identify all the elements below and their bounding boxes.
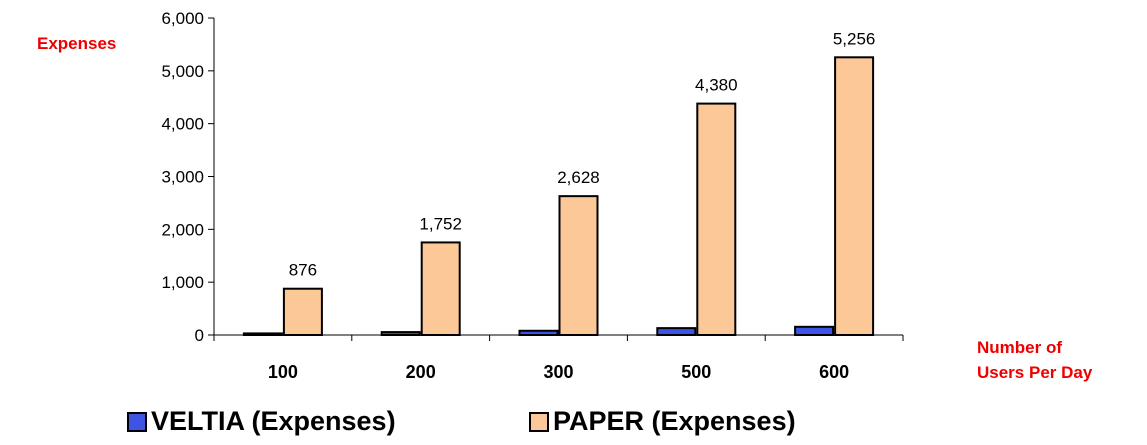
data-label: 5,256 bbox=[833, 29, 876, 48]
legend-item-veltia: VELTIA (Expenses) bbox=[127, 406, 396, 437]
x-tick-label: 500 bbox=[681, 362, 711, 382]
legend-label-veltia: VELTIA (Expenses) bbox=[151, 406, 396, 436]
bar-paper bbox=[558, 195, 599, 336]
legend-swatch-veltia bbox=[127, 411, 147, 432]
bar-paper bbox=[834, 56, 875, 336]
legend-swatch-paper bbox=[529, 411, 549, 432]
data-label: 876 bbox=[289, 261, 317, 280]
x-tick-label: 300 bbox=[543, 362, 573, 382]
bar-veltia bbox=[518, 329, 559, 337]
x-tick-label: 600 bbox=[819, 362, 849, 382]
x-axis-label: Number of Users Per Day bbox=[977, 335, 1147, 385]
y-tick-label: 5,000 bbox=[161, 62, 204, 81]
y-tick-label: 1,000 bbox=[161, 273, 204, 292]
x-tick-label: 200 bbox=[406, 362, 436, 382]
legend-label-paper: PAPER (Expenses) bbox=[553, 406, 796, 436]
legend: VELTIA (Expenses) PAPER (Expenses) bbox=[0, 406, 1147, 442]
bar-veltia bbox=[656, 327, 697, 336]
y-tick-label: 0 bbox=[195, 326, 204, 345]
x-axis-label-line2: Users Per Day bbox=[977, 363, 1093, 382]
bar-chart: 0 1,000 2,000 3,000 4,000 5,000 6,000 100 876 200… bbox=[161, 9, 904, 382]
data-label: 4,380 bbox=[695, 76, 738, 95]
y-tick-label: 6,000 bbox=[161, 9, 204, 28]
x-tick-label: 100 bbox=[268, 362, 298, 382]
data-label: 2,628 bbox=[557, 168, 600, 187]
data-label: 1,752 bbox=[419, 214, 462, 233]
bar-veltia bbox=[794, 325, 835, 336]
y-tick-label: 4,000 bbox=[161, 115, 204, 134]
legend-item-paper: PAPER (Expenses) bbox=[529, 406, 796, 437]
bar-veltia bbox=[242, 332, 283, 337]
y-tick-label: 3,000 bbox=[161, 168, 204, 187]
y-tick-label: 2,000 bbox=[161, 220, 204, 239]
y-axis-label: Expenses bbox=[37, 34, 117, 53]
bar-paper bbox=[282, 287, 323, 336]
bar-paper bbox=[420, 241, 461, 337]
x-axis-label-line1: Number of bbox=[977, 338, 1062, 357]
bar-veltia bbox=[380, 331, 421, 337]
bar-paper bbox=[696, 102, 737, 336]
